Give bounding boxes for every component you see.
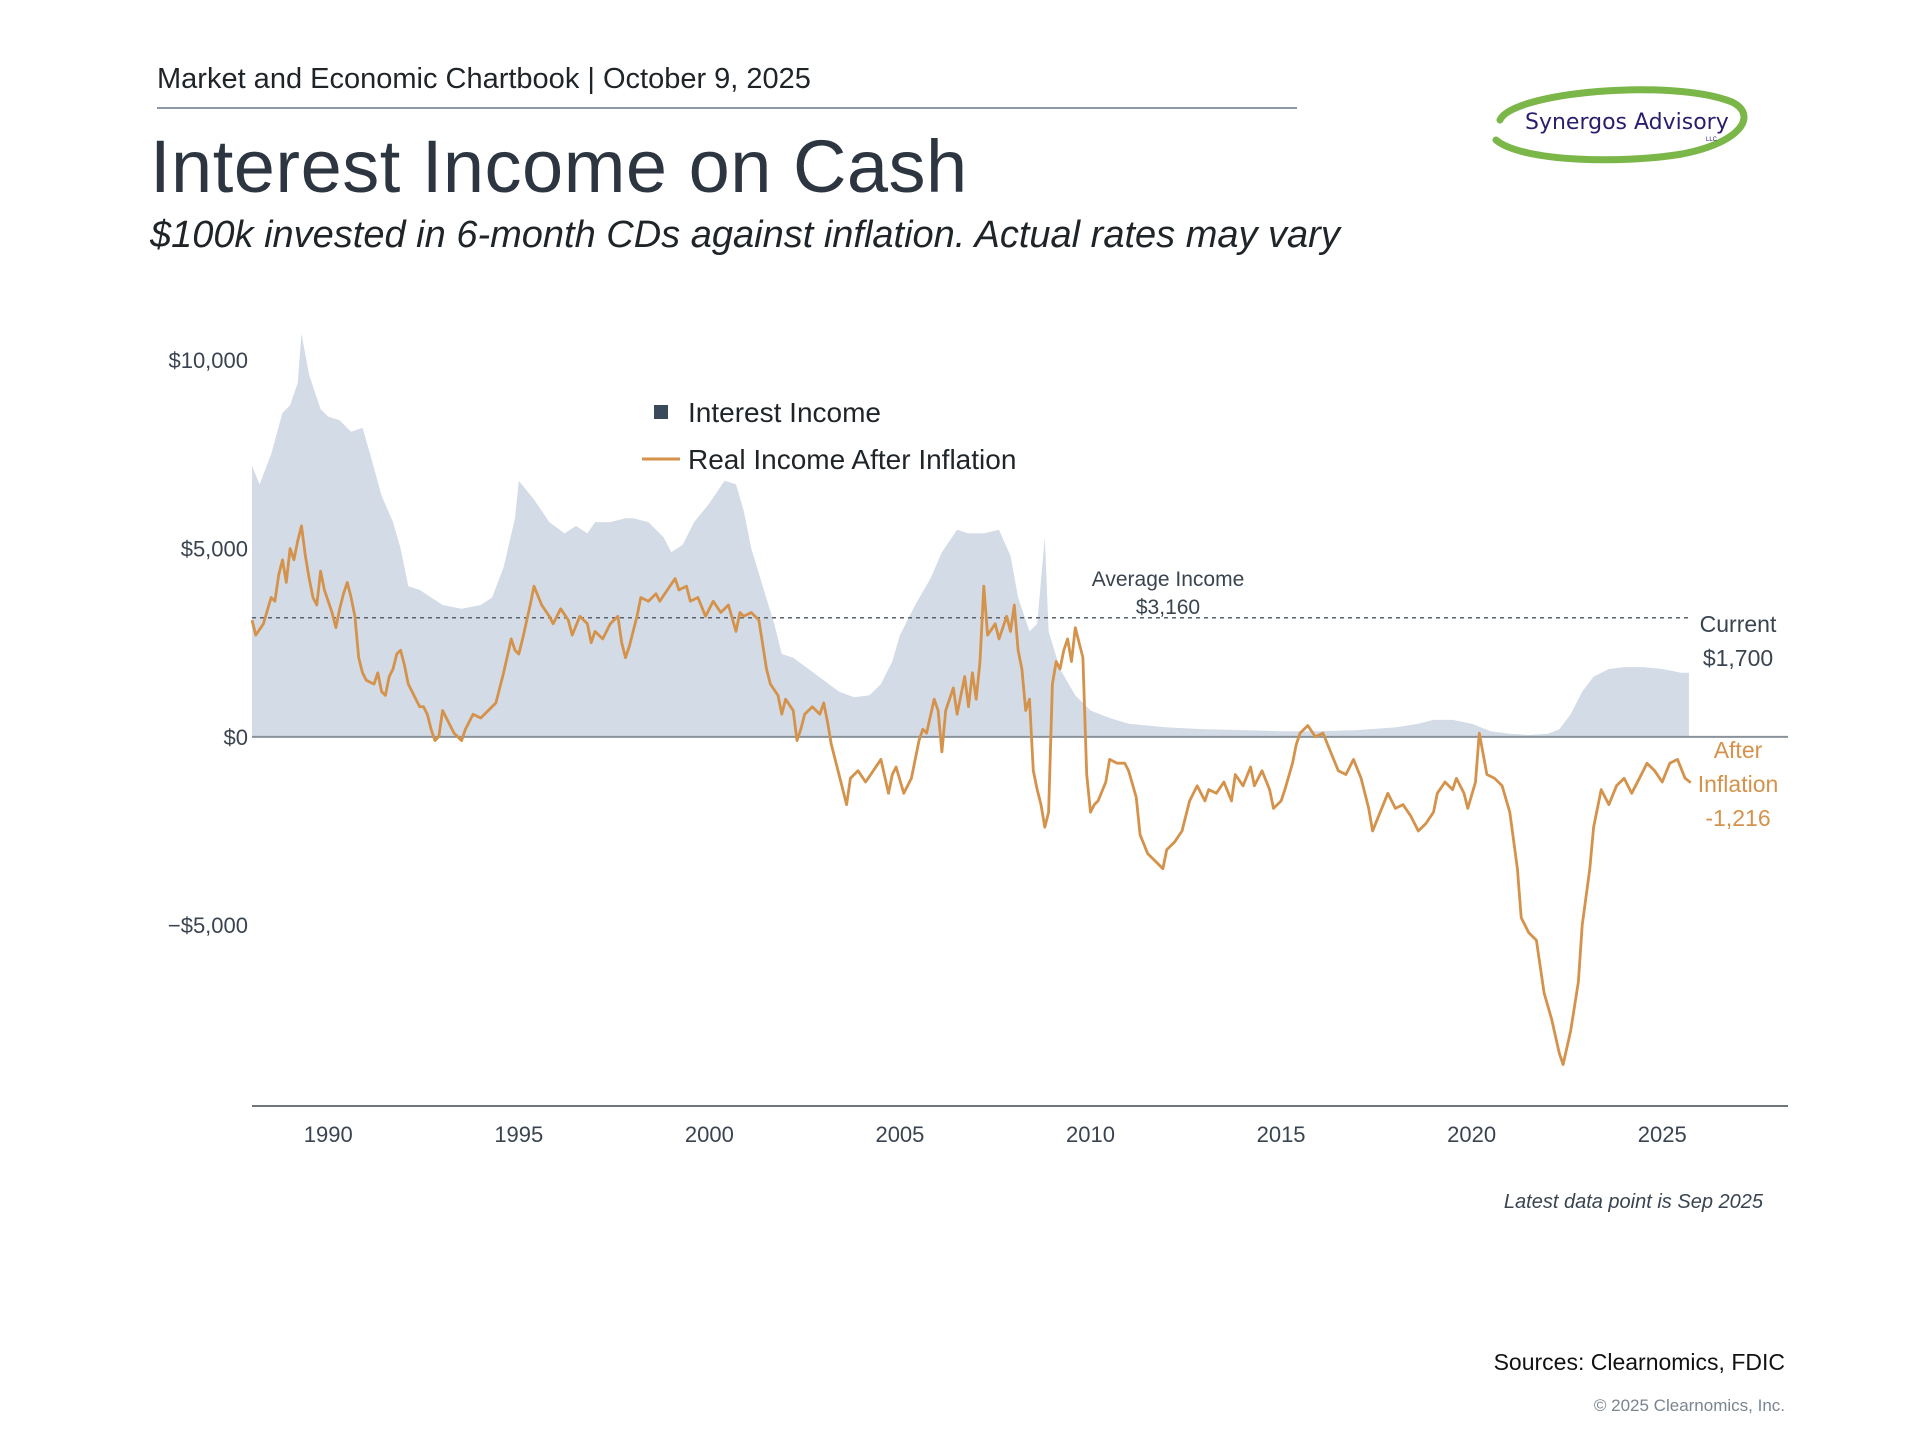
x-tick-label-2010: 2010 (1066, 1122, 1115, 1147)
average-income-value: $3,160 (1136, 596, 1200, 619)
latest-data-note: Latest data point is Sep 2025 (1503, 1191, 1763, 1213)
interest-income-area (252, 333, 1689, 737)
y-tick-label-2: $0 (224, 725, 248, 750)
legend-income-label: Interest Income (688, 397, 881, 428)
y-tick-label-3: −$5,000 (168, 913, 248, 938)
y-tick-label-0: $10,000 (168, 348, 248, 373)
x-tick-label-1995: 1995 (494, 1122, 543, 1147)
header-divider (157, 107, 1297, 109)
synergos-logo-ring-icon (1492, 86, 1748, 164)
current-value: $1,700 (1703, 645, 1773, 671)
x-tick-label-1990: 1990 (304, 1122, 353, 1147)
sources-note: Sources: Clearnomics, FDIC (1493, 1349, 1785, 1375)
y-tick-label-1: $5,000 (181, 536, 248, 561)
copyright-note: © 2025 Clearnomics, Inc. (1593, 1396, 1785, 1415)
x-tick-label-2020: 2020 (1447, 1122, 1496, 1147)
page-subtitle: $100k invested in 6-month CDs against in… (150, 214, 1340, 256)
logo-suffix: LLC (1706, 137, 1718, 143)
x-tick-label-2015: 2015 (1257, 1122, 1306, 1147)
after-inflation-label-1: Inflation (1698, 771, 1779, 797)
after-inflation-label-2: -1,216 (1705, 805, 1770, 831)
average-income-label: Average Income (1092, 568, 1245, 591)
legend-real-label: Real Income After Inflation (688, 444, 1016, 475)
x-tick-label-2000: 2000 (685, 1122, 734, 1147)
after-inflation-label-0: After (1714, 737, 1763, 763)
chartbook-header: Market and Economic Chartbook | October … (157, 63, 811, 95)
page-title: Interest Income on Cash (150, 125, 968, 208)
x-tick-label-2025: 2025 (1638, 1122, 1687, 1147)
logo-name: Synergos Advisory (1525, 110, 1729, 135)
real-income-line (250, 524, 1692, 1066)
current-label: Current (1700, 611, 1777, 637)
x-tick-label-2005: 2005 (875, 1122, 924, 1147)
legend-income-swatch (654, 405, 668, 419)
